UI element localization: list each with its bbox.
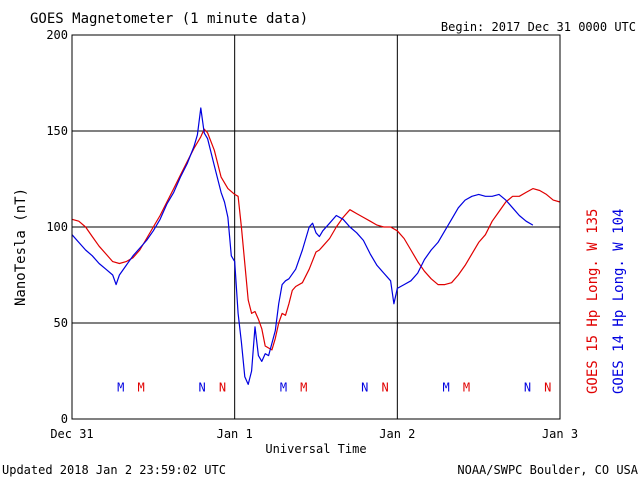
marker-m: M: [463, 380, 470, 394]
x-tick-label: Jan 1: [217, 427, 253, 441]
legend-goes15: GOES 15 Hp Long. W 135: [585, 209, 601, 394]
marker-n: N: [544, 380, 551, 394]
marker-n: N: [219, 380, 226, 394]
marker-m: M: [280, 380, 287, 394]
begin-time: Begin: 2017 Dec 31 0000 UTC: [441, 20, 636, 34]
y-tick-label: 0: [61, 412, 68, 426]
plot-frame: [71, 34, 561, 420]
marker-m: M: [443, 380, 450, 394]
series-line-goes14: [71, 107, 534, 385]
grid: [72, 35, 560, 419]
credit: NOAA/SWPC Boulder, CO USA: [457, 463, 638, 477]
marker-m: M: [300, 380, 307, 394]
x-tick-label: Dec 31: [50, 427, 93, 441]
series-line-goes15: [71, 128, 561, 351]
legend-goes14: GOES 14 Hp Long. W 104: [611, 209, 627, 394]
axis-ticks: 0 50 100 150 200 Dec 31 Jan 1 Jan 2 Jan 3: [46, 28, 578, 441]
marker-m: M: [138, 380, 145, 394]
series-lines: [71, 107, 561, 385]
marker-n: N: [382, 380, 389, 394]
marker-n: N: [361, 380, 368, 394]
marker-n: N: [199, 380, 206, 394]
chart-title: GOES Magnetometer (1 minute data): [30, 11, 308, 27]
marker-n: N: [524, 380, 531, 394]
y-axis-label: NanoTesla (nT): [13, 188, 29, 306]
y-tick-label: 150: [46, 124, 68, 138]
updated-timestamp: Updated 2018 Jan 2 23:59:02 UTC: [2, 463, 226, 477]
x-axis-label: Universal Time: [265, 442, 366, 456]
marker-m: M: [117, 380, 124, 394]
y-tick-label: 100: [46, 220, 68, 234]
y-tick-label: 50: [54, 316, 68, 330]
x-tick-label: Jan 2: [379, 427, 415, 441]
y-tick-label: 200: [46, 28, 68, 42]
x-tick-label: Jan 3: [542, 427, 578, 441]
